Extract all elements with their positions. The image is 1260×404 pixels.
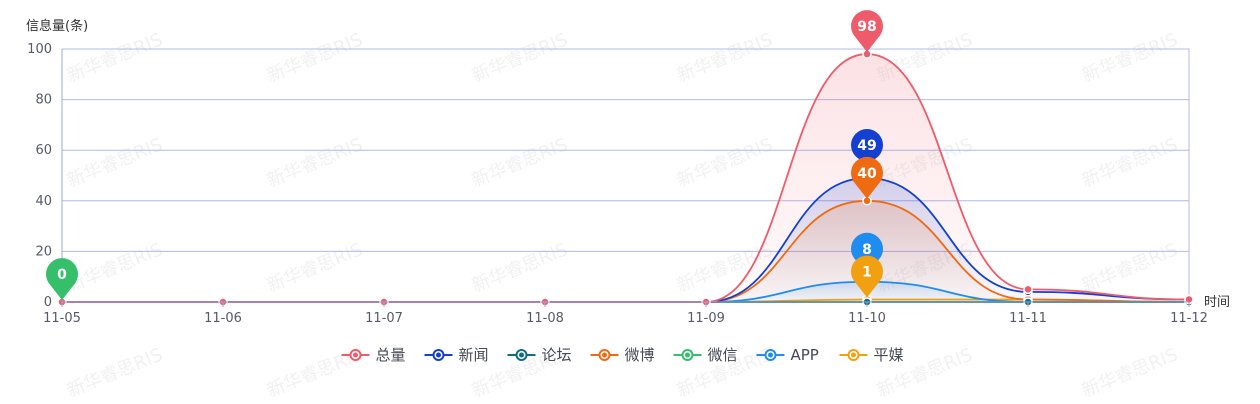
legend-item-1[interactable]: 新闻	[424, 346, 489, 364]
series-line-1	[62, 177, 1190, 303]
watermark-text: 新华睿思RIS	[264, 134, 366, 191]
watermark-text: 新华睿思RIS	[1079, 134, 1181, 191]
annotation-pin-shape	[851, 10, 883, 53]
legend-label: 微信	[708, 346, 738, 364]
legend-symbol-dot	[851, 352, 856, 358]
annotation-marker[interactable]: 0	[45, 258, 78, 300]
point-layer	[57, 49, 1194, 307]
annotation-circle-shape	[851, 232, 883, 265]
annotation-label: 49	[857, 138, 876, 154]
y-axis-title: 信息量(条)	[26, 18, 88, 34]
legend-label: 新闻	[459, 346, 489, 364]
watermark-text: 新华睿思RIS	[674, 29, 776, 86]
y-tick-label: 20	[35, 244, 52, 259]
annotation-pin-shape	[851, 156, 883, 199]
y-tick-label: 80	[35, 93, 52, 108]
annotation-layer: 98 49 40 8 1 0	[45, 10, 883, 300]
y-tick-label: 100	[27, 42, 52, 57]
annotation-marker[interactable]: 98	[851, 10, 883, 53]
watermark-text: 新华睿思RIS	[469, 134, 571, 191]
watermark-text: 新华睿思RIS	[64, 239, 166, 296]
annotation-marker[interactable]: 8	[851, 232, 883, 265]
watermark-text: 新华睿思RIS	[469, 29, 571, 86]
legend-symbol-dot	[602, 352, 607, 358]
watermark-text: 新华睿思RIS	[674, 134, 776, 191]
grid-layer	[62, 48, 1190, 302]
watermark-text: 新华睿思RIS	[64, 344, 166, 400]
y-tick-label: 0	[44, 295, 52, 310]
data-point[interactable]	[1023, 284, 1033, 295]
y-tick-label: 40	[35, 194, 52, 209]
annotation-label: 98	[857, 19, 876, 35]
legend-symbol-dot	[768, 352, 773, 358]
watermark-text: 新华睿思RIS	[64, 29, 166, 86]
x-tick-label: 11-05	[43, 311, 81, 326]
annotation-label: 0	[57, 267, 67, 283]
x-tick-label: 11-07	[365, 311, 403, 326]
annotation-label: 1	[862, 264, 872, 280]
series-area-5	[62, 281, 1189, 302]
legend-symbol-dot	[436, 352, 441, 358]
legend-item-0[interactable]: 总量	[341, 346, 406, 364]
legend-label: 总量	[376, 346, 406, 364]
annotation-circle-shape	[851, 129, 883, 162]
series-area-1	[62, 178, 1189, 302]
annotation-pin-shape	[45, 258, 78, 300]
annotation-pin-shape	[851, 255, 883, 298]
series-area-3	[62, 200, 1189, 302]
legend-symbol-dot	[685, 352, 690, 358]
annotation-marker[interactable]: 40	[851, 156, 883, 199]
legend-item-2[interactable]: 论坛	[507, 346, 572, 364]
legend-label: APP	[791, 346, 819, 364]
x-tick-label: 11-06	[204, 311, 242, 326]
x-tick-label: 11-11	[1009, 311, 1047, 326]
watermark-text: 新华睿思RIS	[264, 29, 366, 86]
legend-item-4[interactable]: 微信	[673, 346, 738, 364]
line-layer	[62, 53, 1190, 303]
watermark-text: 新华睿思RIS	[1079, 344, 1181, 400]
legend-label: 平媒	[874, 346, 904, 364]
annotation-marker[interactable]: 1	[851, 255, 883, 298]
watermark-text: 新华睿思RIS	[1079, 239, 1181, 296]
legend-symbol-dot	[519, 352, 524, 358]
x-tick-label: 11-12	[1170, 311, 1208, 326]
legend-item-6[interactable]: 平媒	[839, 346, 904, 364]
series-line-0	[62, 53, 1190, 303]
watermark-layer: 新华睿思RIS 新华睿思RIS 新华睿思RIS 新华睿思RIS 新华睿思RIS 新华睿思R…	[64, 29, 1181, 401]
x-axis-title: 时间	[1204, 295, 1230, 310]
annotation-marker[interactable]: 49	[851, 129, 883, 162]
legend-item-3[interactable]: 微博	[590, 346, 655, 364]
annotation-label: 40	[857, 166, 877, 182]
x-tick-label: 11-08	[526, 311, 564, 326]
annotation-label: 8	[862, 242, 872, 258]
legend: 总量 新闻 论坛 微博 微信 APP 平媒	[341, 346, 904, 364]
series-area-0	[62, 54, 1189, 303]
y-tick-label: 60	[35, 143, 52, 158]
legend-label: 微博	[625, 346, 655, 364]
x-tick-label: 11-09	[687, 311, 725, 326]
watermark-text: 新华睿思RIS	[64, 134, 166, 191]
legend-label: 论坛	[542, 346, 572, 364]
watermark-text: 新华睿思RIS	[469, 239, 571, 296]
legend-symbol-dot	[353, 352, 358, 358]
watermark-text: 新华睿思RIS	[1079, 29, 1181, 86]
x-tick-label: 11-10	[848, 311, 886, 326]
legend-item-5[interactable]: APP	[756, 346, 819, 364]
area-layer	[62, 54, 1189, 303]
watermark-text: 新华睿思RIS	[264, 239, 366, 296]
